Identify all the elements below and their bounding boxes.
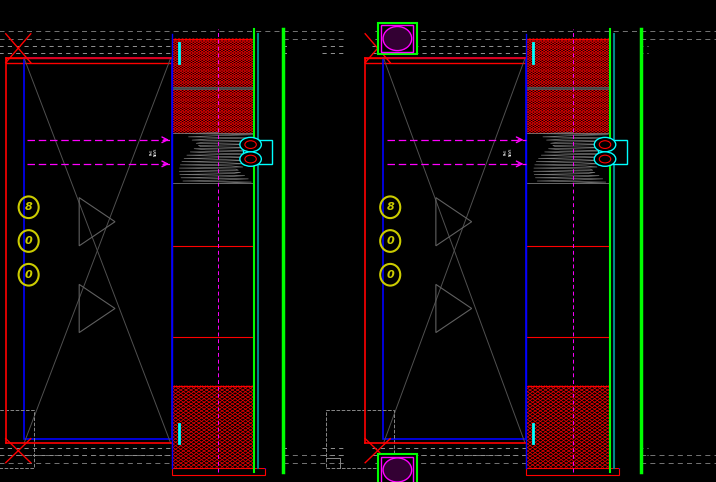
Bar (172, 386, 265, 468)
Bar (172, 133, 265, 183)
Bar (172, 39, 265, 87)
Ellipse shape (383, 458, 412, 482)
Bar (526, 87, 619, 89)
Circle shape (594, 152, 616, 166)
Circle shape (599, 141, 611, 148)
Bar (526, 89, 619, 133)
Bar (172, 87, 265, 89)
Text: 0: 0 (25, 236, 32, 246)
Circle shape (240, 137, 261, 152)
Bar (378, 454, 417, 482)
Bar (172, 468, 265, 475)
Text: 0: 0 (387, 236, 394, 246)
Bar (172, 246, 265, 337)
Bar (254, 34, 283, 468)
Bar (526, 386, 619, 468)
Bar (526, 39, 619, 87)
Text: M+E
NEWS: M+E NEWS (150, 147, 158, 156)
Bar (526, 246, 619, 337)
Bar (24, 58, 172, 439)
Text: 0: 0 (387, 270, 394, 280)
Circle shape (594, 137, 616, 152)
Bar (344, 0, 372, 482)
Bar (365, 58, 587, 63)
Bar (526, 468, 619, 475)
Bar (326, 410, 394, 468)
Bar (6, 58, 229, 63)
Bar (598, 140, 626, 164)
Bar (378, 23, 417, 54)
Text: M+E
NEWS: M+E NEWS (504, 147, 513, 156)
Circle shape (245, 141, 256, 148)
Ellipse shape (383, 27, 412, 51)
Text: 0: 0 (25, 270, 32, 280)
Bar (382, 457, 414, 482)
Bar (0, 410, 34, 468)
Text: 8: 8 (25, 202, 32, 212)
Circle shape (245, 155, 256, 163)
Text: 8: 8 (387, 202, 394, 212)
Circle shape (240, 152, 261, 166)
Bar (610, 34, 641, 468)
Bar (243, 140, 272, 164)
Bar (526, 133, 619, 183)
Bar (383, 58, 526, 439)
Bar (172, 89, 265, 133)
Bar (382, 25, 414, 52)
Circle shape (599, 155, 611, 163)
